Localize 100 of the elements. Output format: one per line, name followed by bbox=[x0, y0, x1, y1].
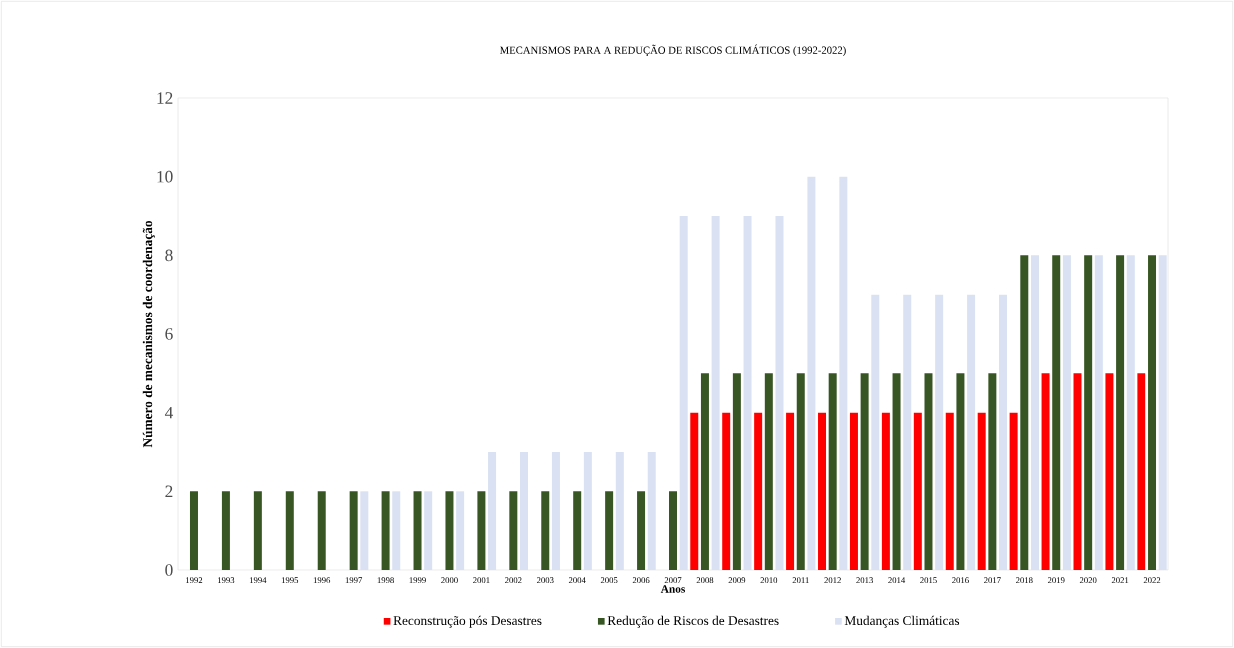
x-tick-label: 2015 bbox=[920, 577, 937, 584]
x-tick-label: 2018 bbox=[1016, 577, 1033, 584]
x-axis-title: Anos bbox=[660, 585, 686, 593]
bar bbox=[807, 176, 816, 570]
y-tick-label: 6 bbox=[165, 328, 173, 340]
x-tick-label: 2017 bbox=[984, 577, 1001, 584]
y-tick-label: 4 bbox=[164, 406, 174, 419]
x-tick-label: 2008 bbox=[696, 577, 714, 584]
x-tick-label: 2002 bbox=[505, 577, 522, 584]
x-tick-label: 2000 bbox=[441, 577, 458, 584]
bar bbox=[445, 491, 454, 570]
bar bbox=[551, 451, 560, 570]
bar bbox=[754, 412, 763, 570]
bar bbox=[615, 451, 624, 570]
x-tick-label: 1996 bbox=[313, 577, 331, 584]
bar bbox=[967, 294, 976, 570]
bar bbox=[488, 451, 497, 570]
bar bbox=[1073, 373, 1082, 570]
x-tick-label: 2014 bbox=[888, 577, 906, 584]
x-tick-label: 2006 bbox=[632, 577, 650, 584]
bar bbox=[1084, 255, 1093, 570]
bar bbox=[1137, 373, 1146, 570]
x-tick-label: 2020 bbox=[1079, 577, 1097, 584]
bar bbox=[1105, 373, 1114, 570]
bar bbox=[1158, 255, 1167, 570]
bar bbox=[509, 491, 518, 570]
bar bbox=[360, 491, 369, 570]
bar bbox=[541, 491, 550, 570]
legend-label: Mudanças Climáticas bbox=[844, 615, 960, 628]
bar bbox=[700, 373, 709, 570]
bar bbox=[945, 412, 954, 570]
bar bbox=[711, 215, 720, 570]
x-tick-label: 1995 bbox=[281, 577, 299, 584]
x-tick-label: 1997 bbox=[345, 577, 363, 584]
bar bbox=[1062, 255, 1071, 570]
bar bbox=[285, 491, 294, 570]
bar bbox=[413, 491, 422, 570]
x-tick-label: 1993 bbox=[218, 577, 235, 584]
bar bbox=[1020, 255, 1029, 570]
bar bbox=[786, 412, 795, 570]
bar bbox=[1116, 255, 1125, 570]
x-tick-label: 2019 bbox=[1047, 577, 1065, 584]
bar bbox=[743, 215, 752, 570]
x-tick-label: 2022 bbox=[1143, 577, 1161, 584]
bar bbox=[1094, 255, 1103, 570]
bar bbox=[647, 451, 656, 570]
bar bbox=[221, 491, 230, 570]
x-tick-label: 1992 bbox=[186, 577, 203, 584]
x-tick-label: 1999 bbox=[409, 577, 426, 584]
bar bbox=[679, 215, 688, 570]
bar bbox=[520, 451, 528, 570]
x-tick-label: 1998 bbox=[377, 577, 394, 584]
bar bbox=[1148, 255, 1157, 570]
bar bbox=[839, 176, 848, 570]
x-tick-label: 2011 bbox=[792, 577, 809, 584]
bar bbox=[818, 412, 827, 570]
y-tick-label: 8 bbox=[165, 249, 173, 262]
bar bbox=[988, 373, 997, 570]
legend-label: Reconstrução pós Desastres bbox=[393, 615, 542, 628]
x-tick-label: 2021 bbox=[1111, 577, 1129, 584]
x-tick-label: 2004 bbox=[568, 577, 586, 584]
legend-label: Redução de Riscos de Desastres bbox=[607, 615, 779, 628]
bar bbox=[392, 491, 401, 570]
bar bbox=[796, 373, 805, 570]
bar bbox=[1052, 255, 1061, 570]
bar bbox=[828, 373, 837, 570]
bar bbox=[892, 373, 901, 570]
bar bbox=[253, 491, 262, 570]
x-tick-label: 2010 bbox=[760, 577, 778, 584]
x-tick-label: 2013 bbox=[856, 577, 873, 584]
x-tick-label: 2001 bbox=[473, 577, 490, 584]
x-tick-label: 2005 bbox=[600, 577, 618, 584]
bar bbox=[860, 373, 869, 570]
bar bbox=[637, 491, 646, 570]
bar bbox=[871, 294, 880, 570]
bar bbox=[573, 491, 582, 570]
bar bbox=[1009, 412, 1018, 570]
x-tick-label: 2009 bbox=[728, 577, 746, 584]
bar bbox=[903, 294, 912, 570]
y-tick-label: 2 bbox=[165, 485, 173, 498]
bar bbox=[881, 412, 890, 570]
bar bbox=[424, 491, 433, 570]
bar bbox=[317, 491, 326, 570]
x-tick-label: 2016 bbox=[952, 577, 969, 584]
bar bbox=[456, 491, 465, 570]
bar bbox=[349, 491, 358, 570]
bar bbox=[189, 491, 198, 570]
y-axis-title: Número de mecanismos de coordenação bbox=[142, 220, 155, 448]
bar bbox=[935, 294, 944, 570]
y-tick-label: 0 bbox=[165, 564, 173, 576]
bar bbox=[977, 412, 986, 570]
y-tick-label: 10 bbox=[157, 170, 173, 183]
chart-title: MECANISMOS PARA A REDUÇÃO DE RISCOS CLIMÁTICOS (1992-2022) bbox=[500, 44, 846, 56]
bar bbox=[849, 412, 858, 570]
bar bbox=[924, 373, 933, 570]
bar bbox=[690, 412, 699, 570]
bar bbox=[669, 491, 678, 570]
bar bbox=[732, 373, 741, 570]
bar bbox=[381, 491, 390, 570]
x-tick-label: 2012 bbox=[824, 577, 841, 584]
